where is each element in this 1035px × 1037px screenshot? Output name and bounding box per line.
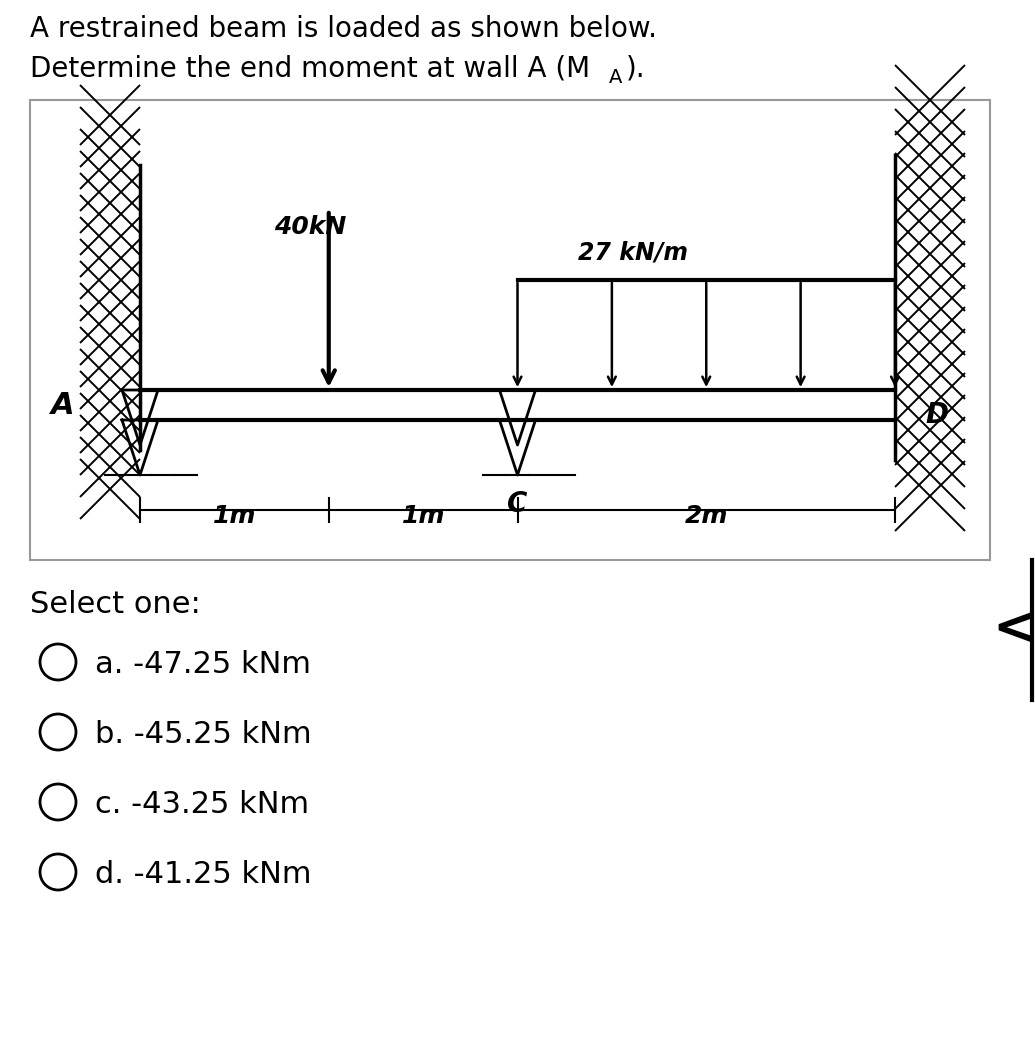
Text: A: A [609,68,622,87]
Bar [30,100,990,560]
Text: <: < [993,604,1035,656]
Text: A restrained beam is loaded as shown below.: A restrained beam is loaded as shown bel… [30,15,657,43]
Text: 40kN: 40kN [273,215,346,239]
Text: c. -43.25 kNm: c. -43.25 kNm [95,790,309,819]
Text: D: D [925,401,948,429]
Text: A: A [52,391,75,420]
Text: Determine the end moment at wall A (M: Determine the end moment at wall A (M [30,55,590,83]
Text: 27 kN/m: 27 kN/m [578,241,687,265]
Text: 2m: 2m [684,504,728,528]
Text: b. -45.25 kNm: b. -45.25 kNm [95,720,312,749]
Text: d. -41.25 kNm: d. -41.25 kNm [95,860,312,889]
Text: 1m: 1m [212,504,256,528]
Text: Select one:: Select one: [30,590,201,619]
Text: C: C [507,491,528,518]
Text: ).: ). [626,55,646,83]
Text: 1m: 1m [402,504,445,528]
Text: a. -47.25 kNm: a. -47.25 kNm [95,650,310,679]
